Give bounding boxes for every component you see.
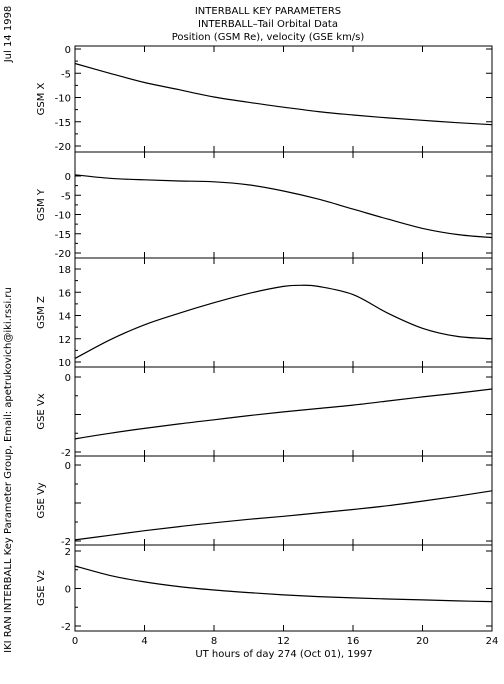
- y-tick-label: -20: [55, 249, 71, 260]
- series-line-gse-vy: [74, 490, 493, 541]
- y-tick-label: 0: [65, 172, 71, 183]
- y-tick-label: 18: [58, 265, 71, 276]
- y-tick-label: -2: [61, 448, 71, 459]
- y-tick-label: 0: [65, 373, 71, 384]
- x-tick-label: 12: [277, 636, 290, 647]
- y-axis-label-gsm-y: GSM Y: [36, 188, 47, 221]
- y-tick-label: 10: [58, 358, 71, 369]
- y-tick-label: -2: [61, 622, 71, 633]
- title-line-1: INTERBALL KEY PARAMETERS: [195, 6, 341, 17]
- panel-gse-vx: 0 -2 GSE Vx: [36, 366, 493, 459]
- series-line-gse-vz: [74, 565, 493, 603]
- x-tick-label: 8: [211, 636, 217, 647]
- y-axis-label-gsm-z: GSM Z: [36, 296, 47, 329]
- x-axis-label: UT hours of day 274 (Oct 01), 1997: [195, 649, 372, 660]
- series-line-gsm-x: [74, 62, 493, 126]
- panel-gsm-x: 0 -5 -10 -15 -20 GSM X: [36, 45, 493, 153]
- y-tick-label: 0: [65, 585, 71, 596]
- x-tick-labels: 0 4 8 12 16 20 24: [72, 636, 499, 647]
- y-tick-label: 0: [65, 45, 71, 56]
- y-tick-label: 0: [65, 461, 71, 472]
- date-stamp: Jul 14 1998: [3, 6, 14, 64]
- y-tick-label: 14: [58, 312, 71, 323]
- y-tick-label: 16: [58, 288, 71, 299]
- y-axis-label-gse-vx: GSE Vx: [36, 393, 47, 429]
- y-tick-label: -5: [61, 69, 71, 80]
- series-line-gsm-z: [74, 284, 493, 360]
- x-tick-label: 16: [347, 636, 360, 647]
- panel-gse-vz: 2 0 -2 GSE Vz: [36, 544, 493, 633]
- series-line-gse-vx: [74, 388, 493, 440]
- y-tick-label: 12: [58, 335, 71, 346]
- y-tick-label: -10: [55, 211, 71, 222]
- panel-frame: [74, 257, 493, 368]
- x-tick-label: 20: [416, 636, 429, 647]
- y-axis-label-gse-vy: GSE Vy: [36, 482, 47, 518]
- credit-text: IKI RAN INTERBALL Key Parameter Group, E…: [3, 287, 14, 653]
- series-line-gsm-y: [74, 174, 493, 239]
- x-tick-label: 4: [141, 636, 147, 647]
- title-line-2: INTERBALL–Tail Orbital Data: [198, 19, 338, 30]
- y-tick-label: 2: [65, 547, 71, 558]
- x-tick-label: 24: [486, 636, 499, 647]
- y-tick-label: -15: [55, 230, 71, 241]
- x-tick-label: 0: [72, 636, 78, 647]
- y-axis-label-gse-vz: GSE Vz: [36, 570, 47, 606]
- panel-gse-vy: 0 -2 GSE Vy: [36, 455, 493, 548]
- panel-gsm-z: 18 16 14 12 10 GSM Z: [36, 257, 493, 369]
- y-tick-label: -15: [55, 118, 71, 129]
- y-tick-label: -2: [61, 537, 71, 548]
- y-tick-label: -20: [55, 142, 71, 153]
- panel-frame: [74, 151, 493, 259]
- y-tick-label: -5: [61, 191, 71, 202]
- y-tick-label: -10: [55, 94, 71, 105]
- panel-frame: [74, 544, 493, 632]
- panel-frame: [74, 45, 493, 153]
- panel-gsm-y: 0 -5 -10 -15 -20 GSM Y: [36, 151, 493, 260]
- y-axis-label-gsm-x: GSM X: [36, 82, 47, 115]
- title-line-3: Position (GSM Re), velocity (GSE km/s): [172, 32, 365, 43]
